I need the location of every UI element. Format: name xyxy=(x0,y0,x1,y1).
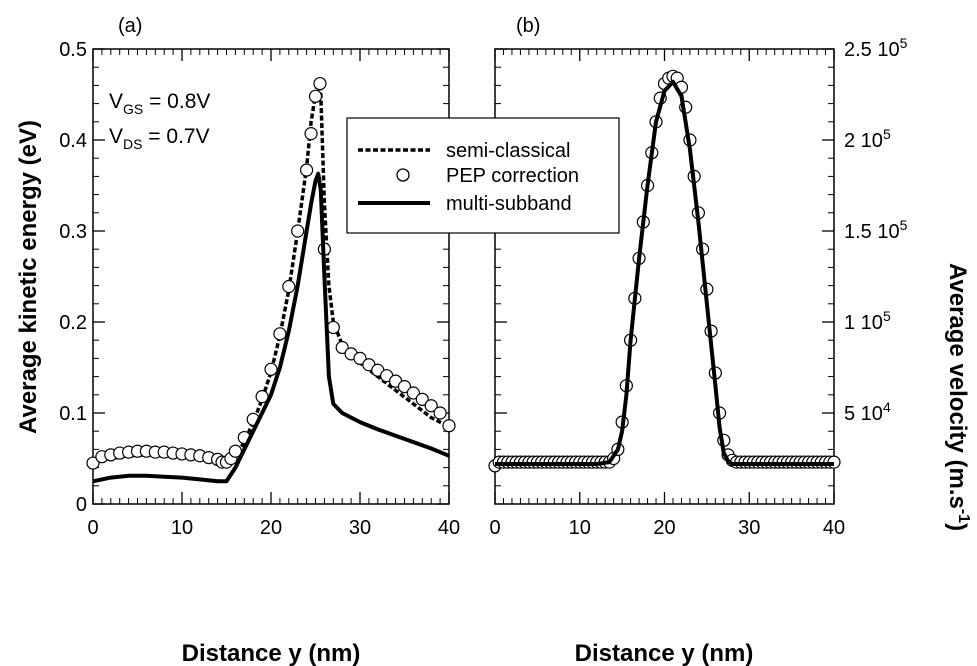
point-pep-correction xyxy=(291,224,305,238)
panel-a-ylabel: Average kinetic energy (eV) xyxy=(15,120,42,434)
x-tick-label: 40 xyxy=(823,517,845,539)
point-pep-correction xyxy=(353,351,367,365)
legend: semi-classical PEP correction multi-subb… xyxy=(346,117,620,234)
panel-a-label: (a) xyxy=(118,15,142,37)
legend-multi-subband-label: multi-subband xyxy=(446,193,572,215)
panel-b-ylabel-sup: -1 xyxy=(955,509,972,523)
x-tick-label: 30 xyxy=(738,517,760,539)
series-pep-correction xyxy=(86,76,456,470)
point-pep-correction xyxy=(308,89,323,103)
x-tick-label: 10 xyxy=(569,517,591,539)
panel-a-annotations: VGS = 0.8V VDS = 0.7V xyxy=(109,90,210,152)
y-tick-label: 5 104 xyxy=(844,399,891,425)
point-pep-correction xyxy=(335,340,349,355)
x-tick-label: 30 xyxy=(349,517,371,539)
x-tick-label: 20 xyxy=(653,517,675,539)
annotation-gs: VGS = 0.8V xyxy=(109,90,210,117)
y-tick-label: 2 105 xyxy=(844,126,891,152)
annotation-ds: VDS = 0.7V xyxy=(109,125,210,152)
legend-semi-classical-label: semi-classical xyxy=(446,140,570,162)
panel-a-series xyxy=(86,76,456,484)
legend-box xyxy=(346,117,620,234)
point-pep-correction xyxy=(313,76,327,91)
point-pep-correction xyxy=(415,392,429,406)
panel-b-frame xyxy=(494,48,835,505)
point-pep-correction xyxy=(86,456,100,470)
point-pep-correction xyxy=(433,406,447,420)
panel-b-ylabel: Average velocity (m.s-1) xyxy=(944,263,972,531)
y-tick-label: 0.5 xyxy=(59,39,87,61)
x-tick-label: 20 xyxy=(260,517,282,539)
point-pep-correction xyxy=(304,127,318,141)
y-tick-label: 0.4 xyxy=(59,130,87,152)
point-pep-correction xyxy=(326,320,340,335)
panel-b: (b) 0 10 20 30 40 5 104 1 105 1.5 105 2 105 2.5 1… xyxy=(488,15,972,666)
y-tick-label: 2.5 105 xyxy=(844,35,908,61)
panel-b-ylabel-main: Average velocity (m.s xyxy=(944,263,971,509)
legend-pep-label: PEP correction xyxy=(446,165,579,187)
panel-b-series xyxy=(488,69,841,473)
y-tick-label: 1 105 xyxy=(844,308,891,334)
point-pep-correction xyxy=(300,163,314,177)
panel-a-xlabel: Distance y (nm) xyxy=(182,640,361,666)
legend-pep-swatch xyxy=(396,168,410,182)
y-tick-label: 0 xyxy=(76,494,87,516)
line-multi-subband xyxy=(92,171,450,484)
x-tick-label: 0 xyxy=(87,517,98,539)
panel-b-xlabel: Distance y (nm) xyxy=(575,640,754,666)
point-pep-correction xyxy=(406,386,420,400)
panel-b-ticks: 0 10 20 30 40 5 104 1 105 1.5 105 2 105 2.5 105 xyxy=(489,35,907,539)
x-tick-label: 40 xyxy=(438,517,460,539)
point-pep-correction xyxy=(424,399,438,413)
panel-b-label: (b) xyxy=(516,15,540,37)
point-pep-correction xyxy=(264,362,278,376)
point-pep-correction xyxy=(282,279,296,294)
x-tick-label: 0 xyxy=(489,517,500,539)
point-pep-correction xyxy=(397,380,412,394)
y-tick-label: 0.1 xyxy=(59,403,87,425)
panel-a: (a) 0 10 20 30 40 0 0.1 0.2 0.3 0.4 0.5 VGS = 0.8V… xyxy=(15,15,460,666)
point-pep-correction xyxy=(442,419,456,433)
y-tick-label: 0.2 xyxy=(59,312,87,334)
point-pep-correction xyxy=(273,327,287,341)
y-tick-label: 1.5 105 xyxy=(844,217,908,243)
y-tick-label: 0.3 xyxy=(59,221,87,243)
line-multi-subband xyxy=(495,79,834,466)
panel-b-ylabel-end: ) xyxy=(944,523,971,531)
x-tick-label: 10 xyxy=(171,517,193,539)
panel-a-ticks: 0 10 20 30 40 0 0.1 0.2 0.3 0.4 0.5 xyxy=(59,39,460,539)
